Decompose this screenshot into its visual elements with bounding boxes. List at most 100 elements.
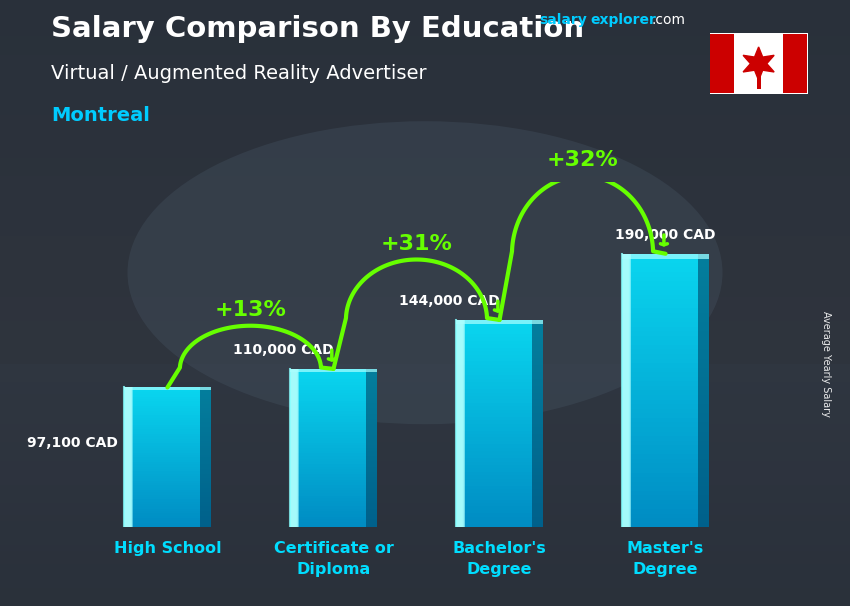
Bar	[622, 327, 709, 331]
Bar	[0, 121, 850, 127]
Bar	[124, 387, 128, 527]
Bar	[0, 436, 850, 442]
Bar	[291, 408, 377, 411]
Bar	[291, 369, 296, 527]
Bar	[291, 395, 377, 398]
Bar	[124, 436, 211, 439]
Bar	[124, 494, 211, 497]
Bar	[622, 468, 709, 473]
Bar	[0, 218, 850, 224]
Bar	[0, 351, 850, 358]
Bar	[622, 295, 709, 299]
Bar	[456, 417, 542, 420]
Bar	[291, 427, 377, 430]
Bar	[622, 359, 709, 363]
Bar	[456, 444, 542, 448]
Bar	[0, 297, 850, 303]
Bar	[291, 369, 294, 527]
Bar	[124, 458, 211, 460]
Bar	[291, 369, 292, 527]
Bar	[456, 320, 462, 527]
Bar	[124, 387, 211, 390]
Bar	[0, 188, 850, 194]
Bar	[0, 248, 850, 255]
Bar	[456, 406, 542, 410]
Bar	[622, 336, 709, 341]
Bar	[291, 517, 377, 519]
Bar	[622, 254, 629, 527]
Bar	[622, 254, 631, 527]
Bar	[456, 320, 463, 527]
Bar	[0, 400, 850, 406]
Bar	[124, 387, 130, 527]
Bar	[456, 375, 542, 379]
Bar	[124, 387, 132, 527]
Bar	[124, 408, 211, 411]
Bar	[124, 387, 128, 527]
Bar	[291, 519, 377, 522]
Bar	[0, 97, 850, 103]
Bar	[456, 361, 542, 365]
Bar	[622, 345, 709, 350]
Bar	[0, 430, 850, 436]
Bar	[0, 551, 850, 558]
Bar	[456, 351, 542, 355]
Bar	[622, 254, 630, 527]
Bar	[622, 482, 709, 486]
Bar	[291, 472, 377, 474]
Bar	[622, 495, 709, 500]
Bar	[0, 48, 850, 55]
Text: +32%: +32%	[547, 150, 619, 170]
Bar	[291, 369, 294, 527]
Bar	[124, 508, 211, 511]
Bar	[0, 564, 850, 570]
Bar	[124, 387, 133, 527]
Bar	[124, 413, 211, 416]
Bar	[124, 418, 211, 420]
Bar	[456, 320, 542, 324]
Text: +13%: +13%	[214, 300, 286, 320]
Bar	[124, 387, 133, 527]
Bar	[291, 422, 377, 424]
Bar	[124, 516, 211, 518]
Bar	[0, 109, 850, 115]
Bar	[456, 479, 542, 482]
Bar	[456, 438, 542, 441]
Bar	[456, 320, 465, 527]
Bar	[291, 490, 377, 493]
Bar	[622, 254, 628, 527]
Bar	[456, 385, 542, 389]
Bar	[0, 212, 850, 218]
Bar	[456, 320, 458, 527]
Bar	[0, 527, 850, 533]
Bar	[456, 413, 542, 417]
Bar	[622, 254, 628, 527]
Bar	[0, 491, 850, 497]
Bar	[291, 369, 297, 527]
Bar	[456, 371, 542, 375]
Bar	[456, 482, 542, 486]
Bar	[0, 558, 850, 564]
Bar	[622, 254, 631, 527]
Bar	[0, 55, 850, 61]
Bar	[124, 453, 211, 455]
Bar	[456, 324, 542, 327]
Bar	[622, 254, 626, 527]
Bar	[456, 320, 464, 527]
Bar	[0, 115, 850, 121]
Bar	[456, 434, 542, 438]
Bar	[124, 444, 211, 445]
Bar	[124, 401, 211, 404]
Bar	[456, 320, 463, 527]
Bar	[622, 372, 709, 377]
Bar	[291, 511, 377, 514]
Bar	[124, 387, 131, 527]
Bar	[291, 401, 377, 403]
Bar	[456, 507, 542, 510]
Bar	[0, 224, 850, 230]
Bar	[291, 432, 377, 435]
Bar	[622, 386, 709, 390]
Bar	[291, 498, 377, 501]
Bar	[0, 570, 850, 576]
Bar	[124, 471, 211, 474]
